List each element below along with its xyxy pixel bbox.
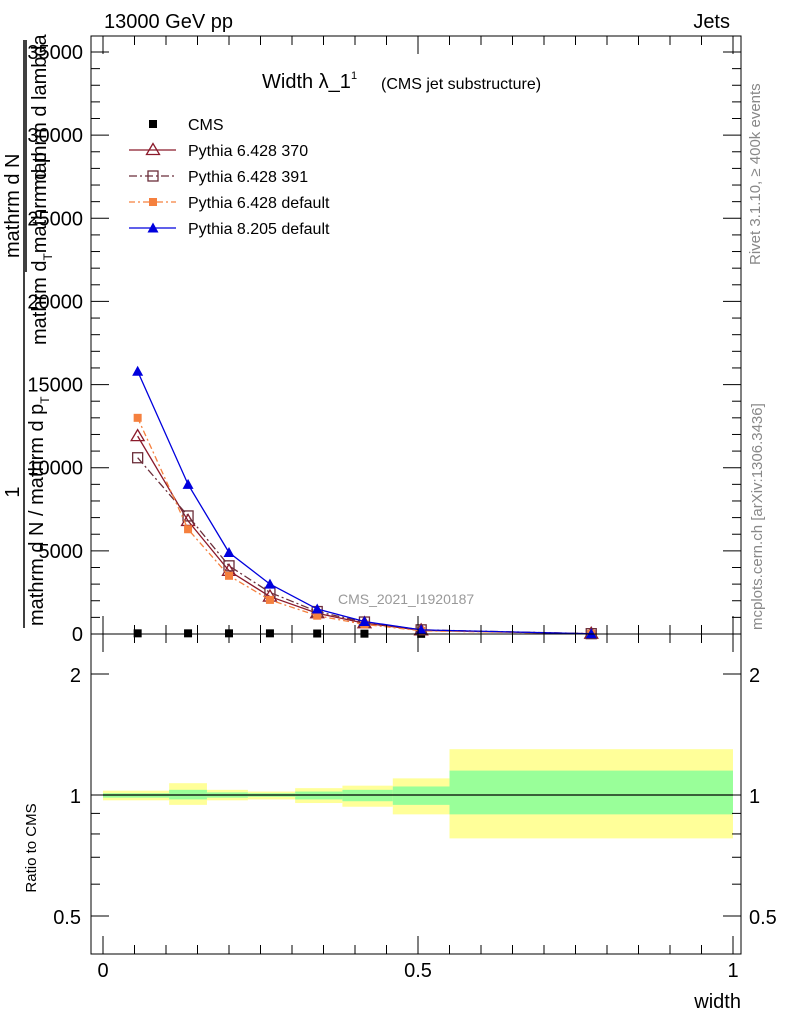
chart-title-main: Width λ_1 xyxy=(262,71,351,93)
series-0-point-0 xyxy=(133,629,142,638)
ratio-tick-label-left-1: 1 xyxy=(70,786,81,808)
series-4-point-2 xyxy=(223,547,235,558)
y-label-numerator: 1 xyxy=(2,486,24,497)
x-tick-label-2: 1 xyxy=(727,960,738,982)
ratio-band-inner-7 xyxy=(449,770,733,815)
legend-item-4: Pythia 8.205 default xyxy=(129,221,330,238)
y-label-line-1-sub: T xyxy=(38,396,52,404)
chart-title: Width λ_11 xyxy=(262,70,357,93)
ratio-tick-label-left-2: 2 xyxy=(70,665,81,687)
mcplots-label: mcplots.cern.ch [arXiv:1306.3436] xyxy=(749,403,766,630)
series-3-point-1 xyxy=(184,525,193,534)
ratio-tick-label-right-1: 1 xyxy=(749,786,760,808)
chart-title-sup: 1 xyxy=(351,70,357,82)
legend-item-0: CMS xyxy=(149,117,224,134)
series-4-point-4 xyxy=(311,603,323,614)
y-label-line-2-text: mathrm d N xyxy=(2,154,24,258)
series-3-point-2 xyxy=(225,571,233,580)
y-label-line-1: mathrm d N / mathrm d pT xyxy=(26,396,52,626)
legend-marker-3 xyxy=(149,198,157,206)
y-tick-label-4: 20000 xyxy=(27,291,83,313)
x-tick-label-1: 0.5 xyxy=(404,960,432,982)
legend-item-3: Pythia 6.428 default xyxy=(129,195,330,212)
series-2-point-2 xyxy=(223,560,235,572)
legend-label-3: Pythia 6.428 default xyxy=(188,195,330,212)
ratio-tick-label-right-2: 2 xyxy=(749,665,760,687)
series-4-point-7 xyxy=(585,628,597,639)
y-tick-label-1: 5000 xyxy=(39,541,84,563)
main-y-ticks: 0 5000 10000 15000 20000 25000 30000 35000 xyxy=(27,42,741,646)
legend-item-1: Pythia 6.428 370 xyxy=(129,142,308,160)
series-2-point-0 xyxy=(131,452,144,464)
legend-label-4: Pythia 8.205 default xyxy=(188,221,330,238)
y-label-ratio: Ratio to CMS xyxy=(23,803,40,892)
chart-subtitle: (CMS jet substructure) xyxy=(381,76,541,93)
y-label-line-3: mathrm dTmathrm d p xyxy=(29,152,55,345)
series-1-point-0 xyxy=(130,428,146,442)
ratio-y-ticks: 0.5 0.5 1 1 2 2 xyxy=(53,665,777,929)
x-ticks: 0 0.5 1 xyxy=(97,36,739,982)
y-label-line-3-text: mathrm d xyxy=(29,261,51,345)
x-axis-label: width xyxy=(693,991,741,1013)
y-label-line-2-tail: mathrm d lambda xyxy=(29,34,51,190)
series-3-point-3 xyxy=(265,595,274,604)
header-right: Jets xyxy=(693,11,730,33)
y-label-line-2: mathrm d N xyxy=(2,154,24,258)
series-0-point-1 xyxy=(184,629,193,638)
y-tick-label-7: 35000 xyxy=(27,42,83,64)
series-4-point-3 xyxy=(264,578,276,589)
legend-marker-0 xyxy=(149,120,157,128)
legend-label-0: CMS xyxy=(188,117,224,134)
rivet-label: Rivet 3.1.10, ≥ 400k events xyxy=(747,83,764,265)
y-tick-label-6: 30000 xyxy=(27,125,83,147)
y-label-line-3-sub: T xyxy=(41,253,55,261)
ratio-frame xyxy=(90,633,742,955)
legend-item-2: Pythia 6.428 391 xyxy=(129,169,308,186)
series-line-3 xyxy=(137,417,592,635)
legend-marker-4 xyxy=(147,222,159,233)
series-0-point-3 xyxy=(265,629,274,638)
legend-marker-2 xyxy=(147,170,159,182)
ratio-tick-label-left-0: 0.5 xyxy=(53,907,81,929)
series-4-point-0 xyxy=(132,365,144,376)
series-3-point-0 xyxy=(133,413,142,422)
legend-label-2: Pythia 6.428 391 xyxy=(188,169,308,186)
legend-marker-1 xyxy=(145,142,161,156)
ratio-tick-label-right-0: 0.5 xyxy=(749,907,777,929)
series-4-point-1 xyxy=(182,478,194,489)
series-4-point-5 xyxy=(358,616,370,627)
legend: CMS Pythia 6.428 370 Pythia 6.428 391 Pythi… xyxy=(129,117,330,238)
ratio-band-inner-6 xyxy=(392,786,450,805)
y-label-line-1-text: mathrm d N / mathrm d p xyxy=(26,404,48,626)
y-tick-label-5: 25000 xyxy=(27,208,83,230)
series-line-2 xyxy=(137,457,592,635)
legend-label-1: Pythia 6.428 370 xyxy=(188,143,308,160)
x-tick-label-0: 0 xyxy=(97,960,108,982)
series-line-4 xyxy=(137,371,592,635)
ratio-bands xyxy=(103,749,733,839)
series-3-point-4 xyxy=(313,611,322,620)
y-label-line-3-tail: mathrm d p xyxy=(29,152,51,253)
y-tick-label-0: 0 xyxy=(72,624,83,646)
analysis-watermark: CMS_2021_I1920187 xyxy=(338,591,474,607)
y-tick-label-2: 10000 xyxy=(27,458,83,480)
series-2-point-1 xyxy=(182,510,194,522)
series-4 xyxy=(132,365,597,639)
header-left: 13000 GeV pp xyxy=(104,11,233,33)
y-tick-label-3: 15000 xyxy=(27,375,83,397)
